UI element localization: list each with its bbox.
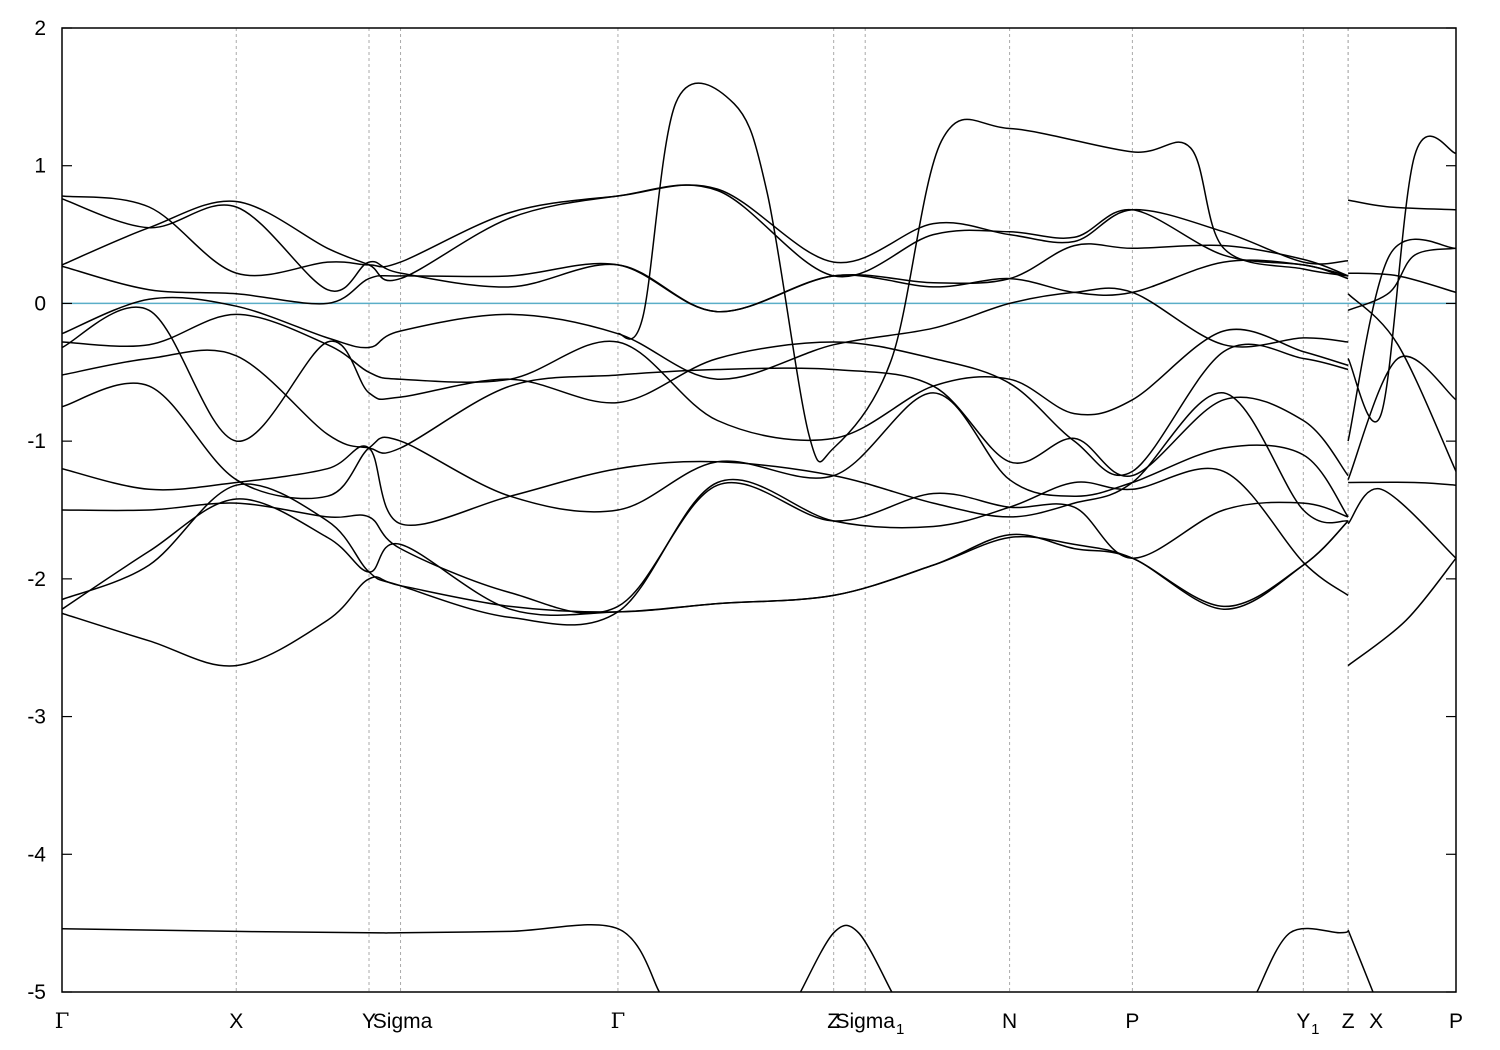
x-tick-label: P <box>1449 1010 1463 1033</box>
band-line <box>799 924 893 992</box>
band-line <box>1256 927 1349 992</box>
x-tick-text: N <box>1002 1010 1017 1033</box>
y-tick-label: 2 <box>34 17 46 40</box>
band-line <box>1347 247 1456 311</box>
band-line <box>62 520 1349 667</box>
y-tick-label: -1 <box>27 430 46 453</box>
x-tick-label: Y <box>362 1010 376 1033</box>
band-line <box>62 923 661 992</box>
band-line <box>1347 199 1456 211</box>
plot-frame <box>61 27 1457 993</box>
y-tick-label: -5 <box>27 981 46 1004</box>
x-tick-text: Γ <box>55 1009 70 1033</box>
band-line <box>1347 929 1374 992</box>
y-tick-label: -4 <box>27 843 46 866</box>
band-line <box>1347 488 1456 559</box>
y-tick-label: 1 <box>34 155 46 178</box>
band-line <box>62 306 1349 477</box>
band-line <box>62 184 1349 282</box>
x-tick-text: Z <box>827 1010 840 1033</box>
x-tick-text: P <box>1449 1010 1463 1033</box>
y-axis: -5 -4 -3 -2 -1 0 1 2 <box>27 17 1456 1004</box>
band-line <box>62 392 1349 526</box>
x-tick-subscript: 1 <box>896 1021 904 1038</box>
band-line <box>62 482 1349 614</box>
x-tick-label: Γ <box>611 1009 626 1033</box>
y-tick-label: -2 <box>27 568 46 591</box>
x-tick-subscript: 1 <box>1311 1021 1319 1038</box>
band-line <box>1347 355 1456 480</box>
x-tick-label: X <box>1369 1010 1383 1033</box>
x-tick-text: P <box>1125 1010 1139 1033</box>
band-line <box>1348 481 1456 486</box>
band-line <box>617 82 1349 463</box>
x-tick-label: N <box>1002 1010 1017 1033</box>
x-tick-label: Γ <box>55 1009 70 1033</box>
band-line <box>1347 557 1456 667</box>
x-tick-text: Y <box>1296 1010 1310 1033</box>
band-line <box>62 313 1349 441</box>
x-tick-label: Z <box>1342 1010 1355 1033</box>
x-tick-label: P <box>1125 1010 1139 1033</box>
band-line <box>62 259 1349 313</box>
band-line <box>1347 293 1456 472</box>
band-line <box>1348 272 1456 294</box>
x-tick-text: Γ <box>611 1009 626 1033</box>
x-tick-text: Z <box>1342 1010 1355 1033</box>
band-line <box>62 184 1349 277</box>
band-line <box>62 349 1349 477</box>
x-tick-text: Sigma <box>835 1010 895 1033</box>
x-tick-label: Z <box>827 1010 840 1033</box>
x-tick-text: X <box>1369 1010 1383 1033</box>
band-line <box>1347 238 1456 442</box>
y-tick-label: 0 <box>34 292 46 315</box>
bands <box>62 82 1456 992</box>
x-tick-text: Y <box>362 1010 376 1033</box>
band-line <box>62 467 1349 626</box>
x-tick-label: Sigma 1 <box>835 1010 904 1038</box>
x-tick-label: Sigma <box>373 1010 433 1033</box>
x-tick-text: Sigma <box>373 1010 433 1033</box>
x-tick-label: X <box>229 1010 243 1033</box>
band-line <box>1347 135 1456 423</box>
x-tick-text: X <box>229 1010 243 1033</box>
band-line <box>62 287 1349 380</box>
y-tick-label: -3 <box>27 706 46 729</box>
